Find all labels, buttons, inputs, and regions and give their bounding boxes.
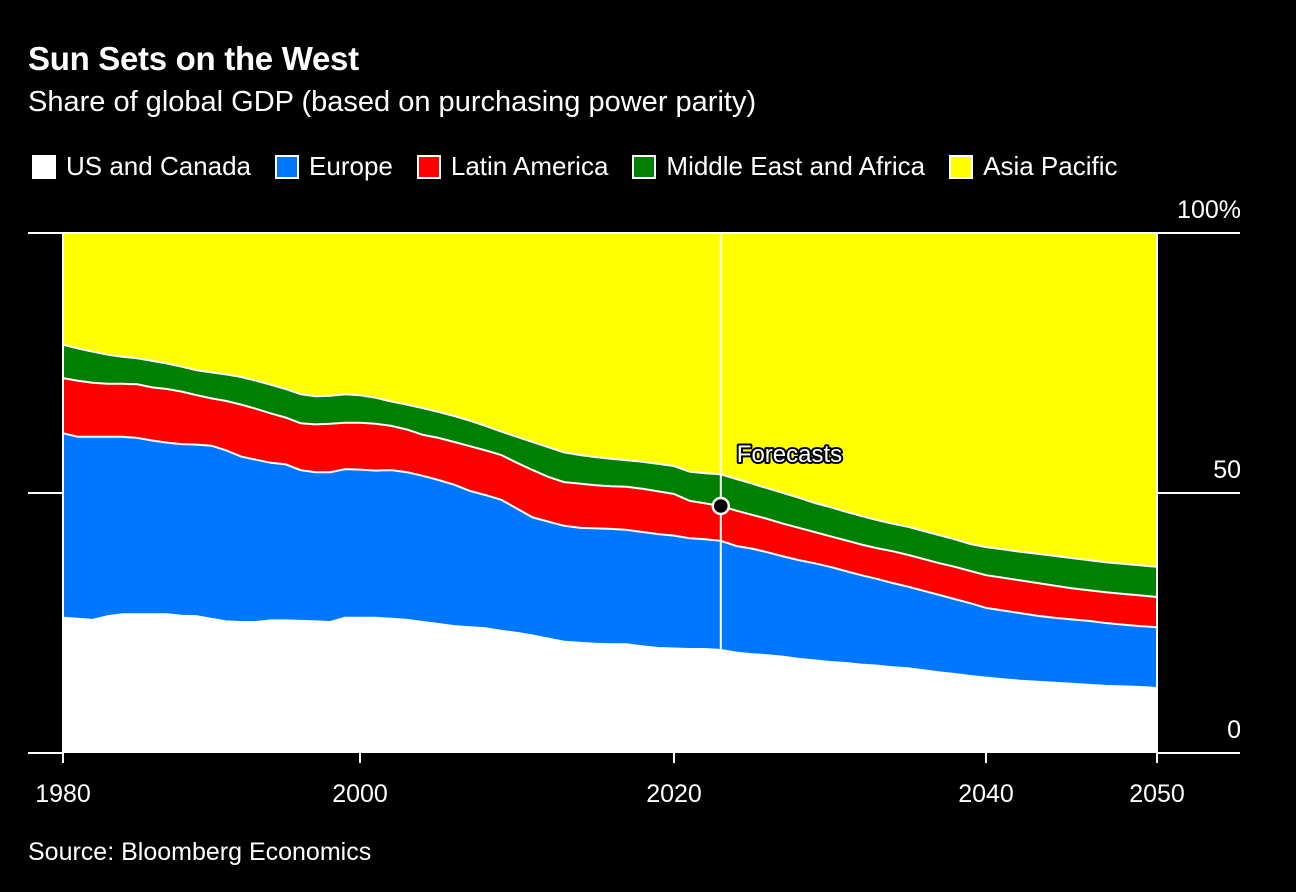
x-tick-label: 2020 [646,780,702,808]
forecast-marker-dot [711,496,731,516]
y-tick-label: 100% [1177,196,1241,224]
area-latin-america [63,378,1157,628]
legend-item-us-canada: US and Canada [32,151,251,182]
boundary-line-middle-east-africa [62,343,1158,568]
area-us-canada [63,614,1157,753]
legend-swatch-middle-east-africa [632,154,657,179]
legend-label: Europe [309,151,393,181]
legend-swatch-europe [275,154,300,179]
forecast-label: Forecasts [737,441,842,468]
source-note: Source: Bloomberg Economics [28,838,372,866]
area-layers [62,233,1158,753]
legend-swatch-us-canada [32,154,56,179]
legend-label: Middle East and Africa [666,151,926,181]
boundary-line-latin-america [62,377,1158,598]
legend-item-middle-east-africa: Middle East and Africa [632,151,925,182]
y-tick-label: 50 [1213,456,1241,484]
legend-label: Latin America [450,151,609,181]
forecast-annotation: Forecasts [711,233,844,651]
legend-item-asia-pacific: Asia Pacific [949,151,1118,182]
legend-item-latin-america: Latin America [416,151,609,182]
area-middle-east-africa [63,344,1157,597]
x-tick-label: 2000 [332,780,388,808]
chart-title: Sun Sets on the West [28,40,359,77]
x-tick-label: 2050 [1129,780,1185,808]
legend-item-europe: Europe [275,151,393,182]
boundary-line-europe [62,432,1158,629]
x-tick-label: 1980 [35,780,91,808]
y-tick-label: 0 [1227,716,1241,744]
legend-swatch-latin-america [416,154,441,179]
axes: 0 50 100% 1980 2000 2020 2040 2050 [28,196,1241,808]
boundary-line-us-canada [62,613,1158,689]
legend: US and Canada Europe Latin America Middl… [32,151,1142,182]
legend-label: Asia Pacific [983,151,1118,181]
legend-label: US and Canada [66,151,252,181]
x-tick-label: 2040 [958,780,1014,808]
chart-subtitle: Share of global GDP (based on purchasing… [28,86,757,118]
area-asia-pacific [63,233,1157,567]
legend-swatch-asia-pacific [949,154,974,179]
area-europe [63,433,1157,688]
